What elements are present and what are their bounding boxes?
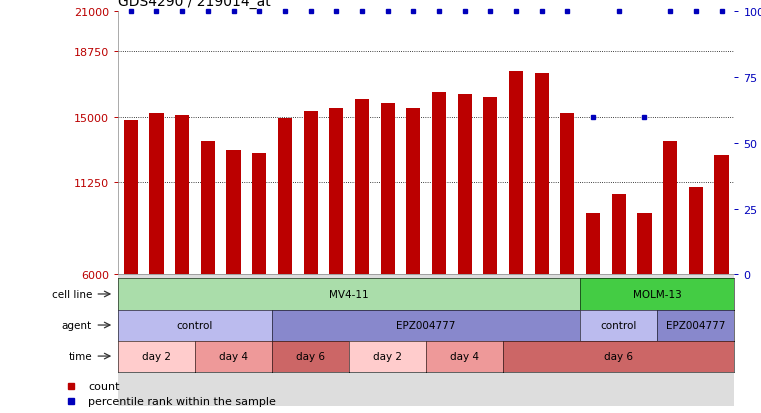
Bar xyxy=(483,98,498,275)
Bar xyxy=(426,275,452,406)
Text: percentile rank within the sample: percentile rank within the sample xyxy=(88,396,276,406)
Text: day 4: day 4 xyxy=(219,351,248,361)
Bar xyxy=(708,275,734,406)
Bar xyxy=(560,114,575,275)
Bar xyxy=(529,275,555,406)
Bar xyxy=(221,275,247,406)
Bar xyxy=(170,275,195,406)
Text: GDS4290 / 219014_at: GDS4290 / 219014_at xyxy=(118,0,271,9)
Bar xyxy=(304,112,317,275)
Text: time: time xyxy=(68,351,92,361)
Text: count: count xyxy=(88,381,119,391)
Bar xyxy=(478,275,503,406)
Bar xyxy=(632,275,658,406)
Bar xyxy=(606,275,632,406)
Bar xyxy=(638,214,651,275)
Bar xyxy=(535,74,549,275)
Bar xyxy=(201,142,215,275)
Bar xyxy=(375,275,400,406)
Bar xyxy=(149,114,164,275)
Bar xyxy=(457,95,472,275)
Text: day 6: day 6 xyxy=(296,351,325,361)
Text: agent: agent xyxy=(62,320,92,330)
Text: EPZ004777: EPZ004777 xyxy=(396,320,456,330)
Bar xyxy=(612,194,626,275)
Bar xyxy=(432,93,446,275)
Bar xyxy=(175,116,189,275)
Text: MV4-11: MV4-11 xyxy=(330,289,369,299)
Bar xyxy=(586,214,600,275)
Bar xyxy=(355,100,369,275)
Text: day 2: day 2 xyxy=(142,351,171,361)
Bar xyxy=(144,275,170,406)
Bar xyxy=(658,275,683,406)
Bar xyxy=(227,150,240,275)
Bar xyxy=(663,142,677,275)
Bar xyxy=(380,103,395,275)
Text: control: control xyxy=(600,320,637,330)
Bar xyxy=(247,275,272,406)
Bar xyxy=(195,275,221,406)
Text: day 4: day 4 xyxy=(451,351,479,361)
Text: EPZ004777: EPZ004777 xyxy=(666,320,725,330)
Text: day 6: day 6 xyxy=(604,351,633,361)
Bar xyxy=(503,275,529,406)
Bar xyxy=(124,121,138,275)
Bar xyxy=(400,275,426,406)
Bar xyxy=(406,109,420,275)
Bar xyxy=(298,275,323,406)
Text: control: control xyxy=(177,320,213,330)
Bar xyxy=(689,187,703,275)
Bar xyxy=(330,109,343,275)
Bar xyxy=(272,275,298,406)
Bar xyxy=(580,275,606,406)
Bar xyxy=(715,156,728,275)
Bar xyxy=(252,154,266,275)
Bar xyxy=(323,275,349,406)
Bar xyxy=(555,275,581,406)
Bar xyxy=(683,275,708,406)
Bar xyxy=(452,275,478,406)
Text: MOLM-13: MOLM-13 xyxy=(633,289,682,299)
Bar xyxy=(278,119,292,275)
Bar xyxy=(349,275,374,406)
Text: cell line: cell line xyxy=(52,289,92,299)
Bar xyxy=(509,72,523,275)
Text: day 2: day 2 xyxy=(373,351,402,361)
Bar xyxy=(118,275,144,406)
